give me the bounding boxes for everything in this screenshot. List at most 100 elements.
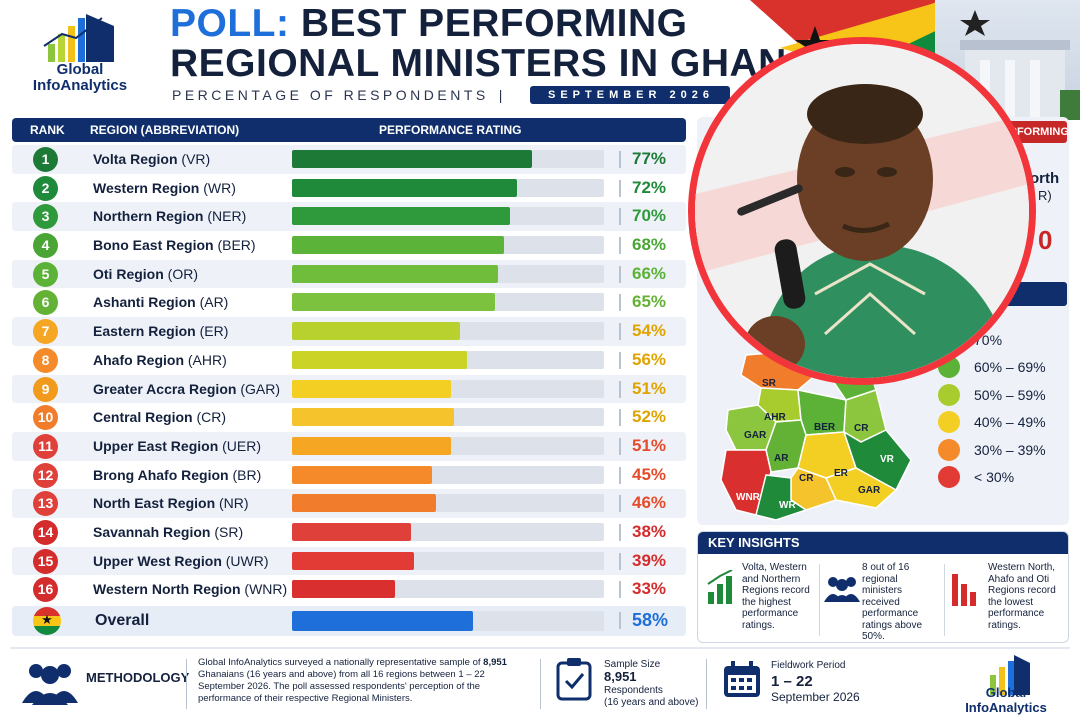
- table-row: 13 North East Region (NR) 46%: [12, 489, 686, 518]
- rank-badge: 16: [33, 577, 58, 603]
- ghana-flag-icon: ★: [33, 607, 61, 635]
- performance-bar: [292, 264, 498, 283]
- region-name: Upper East Region: [93, 437, 219, 454]
- bar-track: [292, 580, 604, 599]
- region-abbreviation: (WR): [203, 179, 236, 196]
- region-abbreviation: (BER): [217, 237, 256, 254]
- rating-value: 54%: [632, 321, 667, 341]
- map-label-wr: WR: [779, 500, 796, 511]
- performance-bar: [292, 350, 467, 369]
- rating-value: 51%: [632, 378, 667, 398]
- performance-bar: [292, 236, 505, 255]
- date-badge: SEPTEMBER 2026: [530, 86, 730, 104]
- rating-value: 46%: [632, 493, 667, 513]
- fieldwork-label: Fieldwork Period: [771, 660, 846, 671]
- performance-bar: [292, 322, 461, 341]
- rank-badge: 13: [33, 491, 58, 517]
- insight-3: Western North, Ahafo and Oti Regions rec…: [988, 562, 1056, 631]
- map-label-ar: AR: [774, 453, 789, 464]
- map-label-er: ER: [834, 468, 849, 479]
- bar-chart-down-icon: [952, 574, 976, 606]
- methodology-post: Ghanaians (16 years and above) from all …: [198, 669, 485, 704]
- rating-value: 33%: [632, 579, 667, 599]
- page-title-line2: REGIONAL MINISTERS IN GHANA: [170, 42, 816, 85]
- subtitle: PERCENTAGE OF RESPONDENTS |: [172, 87, 506, 103]
- sample-value: 8,951: [604, 669, 637, 684]
- legend-swatch: [938, 465, 960, 488]
- bar-track: [292, 522, 604, 541]
- footer-logo-text: Global InfoAnalytics: [965, 685, 1047, 715]
- region-label: Central Region (CR): [93, 409, 226, 425]
- bar-track: [292, 178, 604, 197]
- region-name: Brong Ahafo Region: [93, 466, 229, 483]
- table-row: 1 Volta Region (VR) 77%: [12, 145, 686, 174]
- minister-photo: [688, 37, 1036, 385]
- performance-bar: [292, 494, 436, 513]
- region-label: Savannah Region (SR): [93, 524, 243, 540]
- title-rest: BEST PERFORMING: [300, 2, 688, 45]
- top-performer-value: 0: [1038, 225, 1053, 255]
- region-label: Bono East Region (BER): [93, 237, 256, 253]
- overall-bar-track: [292, 611, 604, 631]
- region-label: Eastern Region (ER): [93, 323, 228, 339]
- sample-unit: Respondents: [604, 685, 663, 696]
- bar-track: [292, 465, 604, 484]
- bar-track: [292, 551, 604, 570]
- rating-value: 68%: [632, 235, 667, 255]
- region-abbreviation: (UER): [222, 437, 262, 454]
- logo-bars-icon: [42, 12, 116, 62]
- rating-value: 70%: [632, 206, 667, 226]
- fieldwork-value: 1 – 22: [771, 673, 813, 690]
- legend-label: 50% – 59%: [974, 386, 1046, 403]
- table-row: 11 Upper East Region (UER) 51%: [12, 431, 686, 461]
- rating-value: 66%: [632, 263, 667, 283]
- rank-badge: 9: [33, 376, 58, 402]
- footer: METHODOLOGY Global InfoAnalytics surveye…: [10, 647, 1070, 717]
- rank-badge: 1: [33, 147, 58, 172]
- bar-chart-up-icon: [707, 570, 733, 604]
- bar-track: [292, 322, 604, 341]
- region-name: Savannah Region: [93, 523, 211, 540]
- region-abbreviation: (BR): [232, 466, 262, 483]
- map-label-ahr: AHR: [764, 412, 786, 423]
- legend-label: < 30%: [974, 468, 1015, 485]
- performance-bar: [292, 436, 452, 455]
- region-label: North East Region (NR): [93, 495, 249, 511]
- rating-value: 65%: [632, 292, 667, 312]
- table-row: 12 Brong Ahafo Region (BR) 45%: [12, 461, 686, 490]
- rank-badge: 5: [33, 261, 58, 287]
- footer-logo-bars-icon: [990, 655, 1030, 695]
- region-label: Volta Region (VR): [93, 151, 210, 167]
- legend-label: 40% – 49%: [974, 414, 1046, 431]
- region-abbreviation: (ER): [199, 323, 229, 340]
- region-abbreviation: (GAR): [240, 380, 280, 397]
- rating-value: 72%: [632, 177, 667, 197]
- overall-label: Overall: [95, 612, 150, 629]
- performance-bar: [292, 379, 452, 398]
- bar-track: [292, 408, 604, 427]
- legend-swatch: [938, 411, 960, 434]
- key-insights-panel: KEY INSIGHTS Volta, Western and Northern…: [697, 531, 1069, 643]
- rank-badge: 4: [33, 233, 58, 259]
- performance-bar: [292, 580, 395, 599]
- region-abbreviation: (VR): [181, 151, 211, 167]
- map-label-gar2: GAR: [858, 485, 881, 496]
- table-row: 5 Oti Region (OR) 66%: [12, 259, 686, 289]
- clipboard-check-icon: [556, 658, 592, 701]
- insight-2: 8 out of 16 regional ministers received …: [862, 562, 923, 642]
- title-poll: POLL:: [170, 2, 290, 45]
- fieldwork-period: Fieldwork Period 1 – 22 September 2026: [771, 659, 860, 704]
- region-name: Upper West Region: [93, 552, 222, 569]
- footer-logo: Global InfoAnalytics: [944, 651, 1068, 717]
- map-label-sr: SR: [762, 378, 777, 389]
- rank-badge: 14: [33, 519, 58, 545]
- bar-track: [292, 436, 604, 455]
- logo-text-line1: Global: [56, 61, 104, 78]
- key-insights-title: KEY INSIGHTS: [698, 532, 1068, 554]
- legend-swatch: [938, 383, 960, 406]
- map-label-cr1: CR: [854, 423, 869, 434]
- map-label-vr: VR: [880, 454, 895, 465]
- top-performer-pill: RFORMING: [1005, 121, 1067, 143]
- rank-badge: 12: [33, 462, 58, 488]
- rank-badge: 3: [33, 204, 58, 230]
